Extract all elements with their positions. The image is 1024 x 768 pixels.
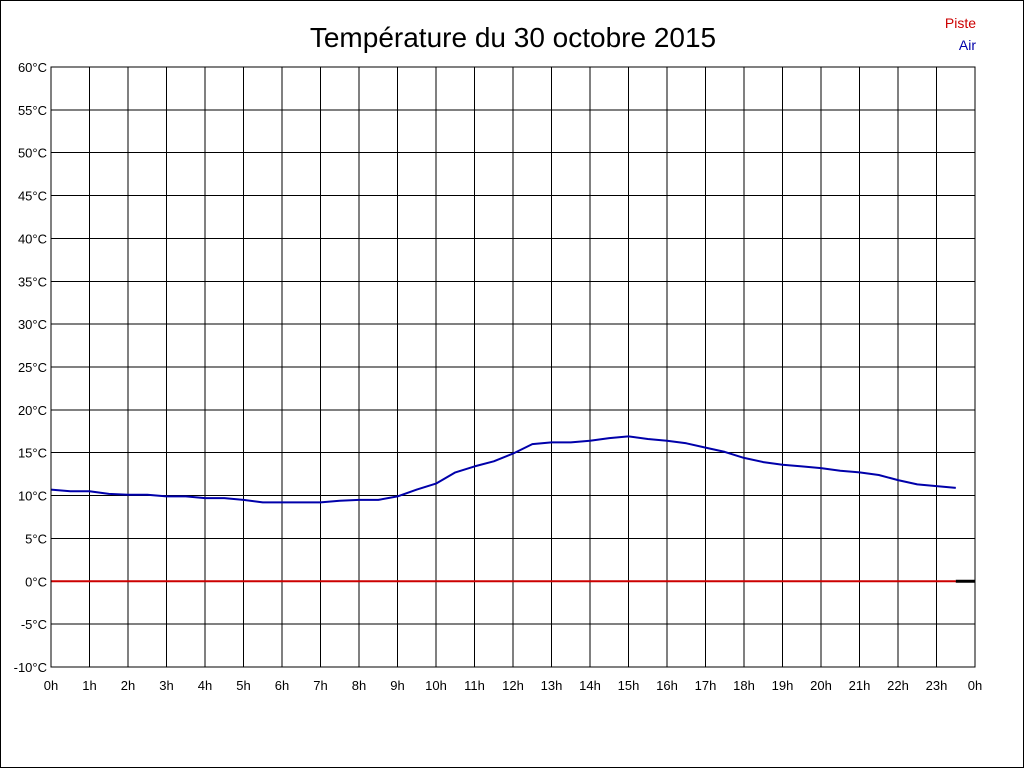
y-tick-label: 50°C [18,146,47,161]
y-tick-label: -5°C [21,617,47,632]
y-tick-label: 35°C [18,274,47,289]
x-tick-label: 1h [82,678,96,693]
x-tick-label: 9h [390,678,404,693]
x-tick-label: 21h [849,678,871,693]
x-tick-label: 7h [313,678,327,693]
series-line-air [50,435,956,504]
x-tick-label: 17h [695,678,717,693]
x-tick-label: 13h [541,678,563,693]
y-tick-label: 40°C [18,231,47,246]
y-tick-label: 5°C [25,531,47,546]
legend-entry-air: Air [959,37,976,53]
y-tick-label: 15°C [18,446,47,461]
y-tick-label: 25°C [18,360,47,375]
y-axis-ticks: 60°C 55°C 50°C 45°C 40°C 35°C 30°C 25°C 20°C 15°C… [14,60,47,675]
x-axis-ticks: 0h 1h 2h 3h 4h 5h 6h 7h 8h 9h 10h 11h 12h 13h 14h 15h 16… [44,678,982,693]
x-tick-label: 8h [352,678,366,693]
x-tick-label: 5h [236,678,250,693]
x-tick-label: 20h [810,678,832,693]
x-tick-label: 3h [159,678,173,693]
y-tick-label: -10°C [14,660,47,675]
x-tick-label: 16h [656,678,678,693]
y-tick-label: 10°C [18,489,47,504]
legend: Piste Air [945,15,976,53]
chart-title: Température du 30 octobre 2015 [310,22,716,53]
x-tick-label: 23h [926,678,948,693]
x-tick-label: 22h [887,678,909,693]
plot-area-border [50,66,976,668]
legend-entry-piste: Piste [945,15,976,31]
y-tick-label: 30°C [18,317,47,332]
series-lines [50,435,975,583]
grid [50,66,976,668]
x-tick-label: 12h [502,678,524,693]
x-tick-label: 0h [44,678,58,693]
x-tick-label: 14h [579,678,601,693]
x-tick-label: 10h [425,678,447,693]
x-tick-label: 2h [121,678,135,693]
x-tick-label: 18h [733,678,755,693]
x-tick-label: 0h [968,678,982,693]
x-tick-label: 4h [198,678,212,693]
x-tick-label: 11h [464,678,485,693]
x-tick-label: 6h [275,678,289,693]
y-tick-label: 20°C [18,403,47,418]
y-tick-label: 55°C [18,103,47,118]
y-tick-label: 0°C [25,574,47,589]
x-tick-label: 15h [618,678,640,693]
x-tick-label: 19h [772,678,794,693]
y-tick-label: 60°C [18,60,47,75]
y-tick-label: 45°C [18,189,47,204]
